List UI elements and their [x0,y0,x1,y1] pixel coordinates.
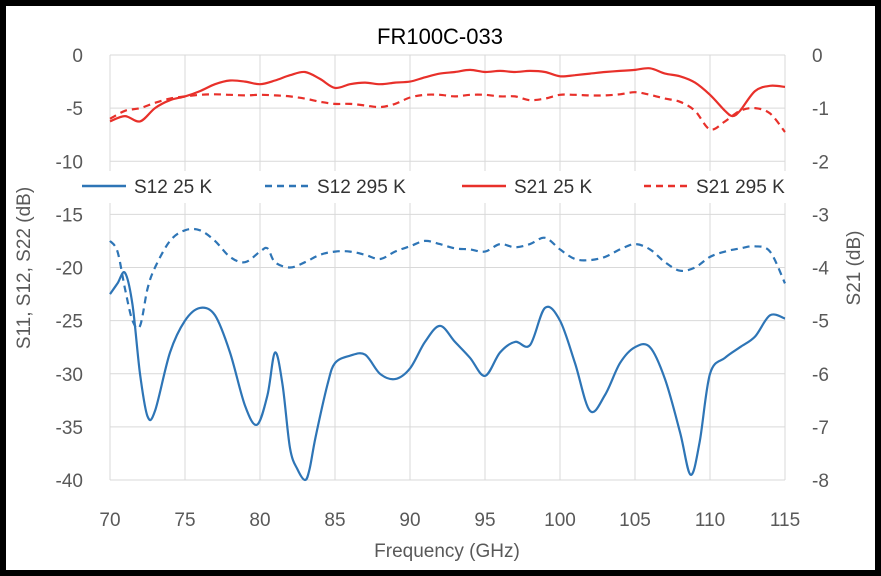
y-right-tick-label: -7 [812,418,829,439]
y-right-tick-label: -3 [812,205,829,226]
y-right-tick-label: -2 [812,152,829,173]
y-left-tick-labels: 0 -5 -10 -15 -20 -25 -30 -35 -40 [56,46,83,492]
legend-background [75,171,815,203]
x-tick-label: 95 [474,510,495,531]
y-right-tick-label: -8 [812,471,829,492]
y-left-tick-label: 0 [72,46,83,67]
chart-title: FR100C-033 [377,24,503,49]
x-tick-labels: 70 75 80 85 90 95 100 105 110 115 [99,510,800,531]
y-right-tick-label: 0 [812,46,823,67]
series-line-s21-25-k [109,67,786,123]
y-left-tick-label: -40 [56,471,83,492]
y-left-tick-label: -10 [56,152,83,173]
y-left-tick-label: -5 [66,99,83,120]
series-line-s12-295-k [109,227,786,330]
y-right-tick-label: -1 [812,99,829,120]
y-right-tick-label: -5 [812,312,829,333]
y-left-tick-label: -20 [56,259,83,280]
legend-label: S21 25 K [514,177,592,198]
y-left-tick-label: -25 [56,312,83,333]
x-tick-label: 105 [619,510,651,531]
x-tick-label: 110 [695,510,725,531]
x-tick-label: 115 [770,510,800,531]
y-axis-label-left: S11, S12, S22 (dB) [14,187,35,349]
legend-label: S12 25 K [134,177,212,198]
legend: S12 25 K S12 295 K S21 25 K S21 295 K [82,177,785,198]
legend-label: S12 295 K [317,177,406,198]
x-tick-label: 100 [544,510,576,531]
x-tick-label: 80 [249,510,270,531]
y-left-tick-label: -35 [56,418,83,439]
x-tick-label: 85 [324,510,345,531]
x-axis-label: Frequency (GHz) [374,541,520,562]
y-right-tick-label: -4 [812,259,829,280]
y-left-tick-label: -30 [56,365,83,386]
legend-label: S21 295 K [696,177,785,198]
y-right-tick-label: -6 [812,365,829,386]
gridlines [109,54,786,481]
series-line-s21-295-k [109,91,786,133]
y-left-tick-label: -15 [56,205,83,226]
y-right-tick-labels: 0 -1 -2 -3 -4 -5 -6 -7 -8 [812,46,829,492]
series-group [109,67,786,482]
series-line-s12-25-k [109,271,786,482]
x-tick-label: 70 [99,510,120,531]
x-tick-label: 90 [399,510,420,531]
y-axis-label-right: S21 (dB) [844,231,865,306]
x-tick-label: 75 [174,510,195,531]
